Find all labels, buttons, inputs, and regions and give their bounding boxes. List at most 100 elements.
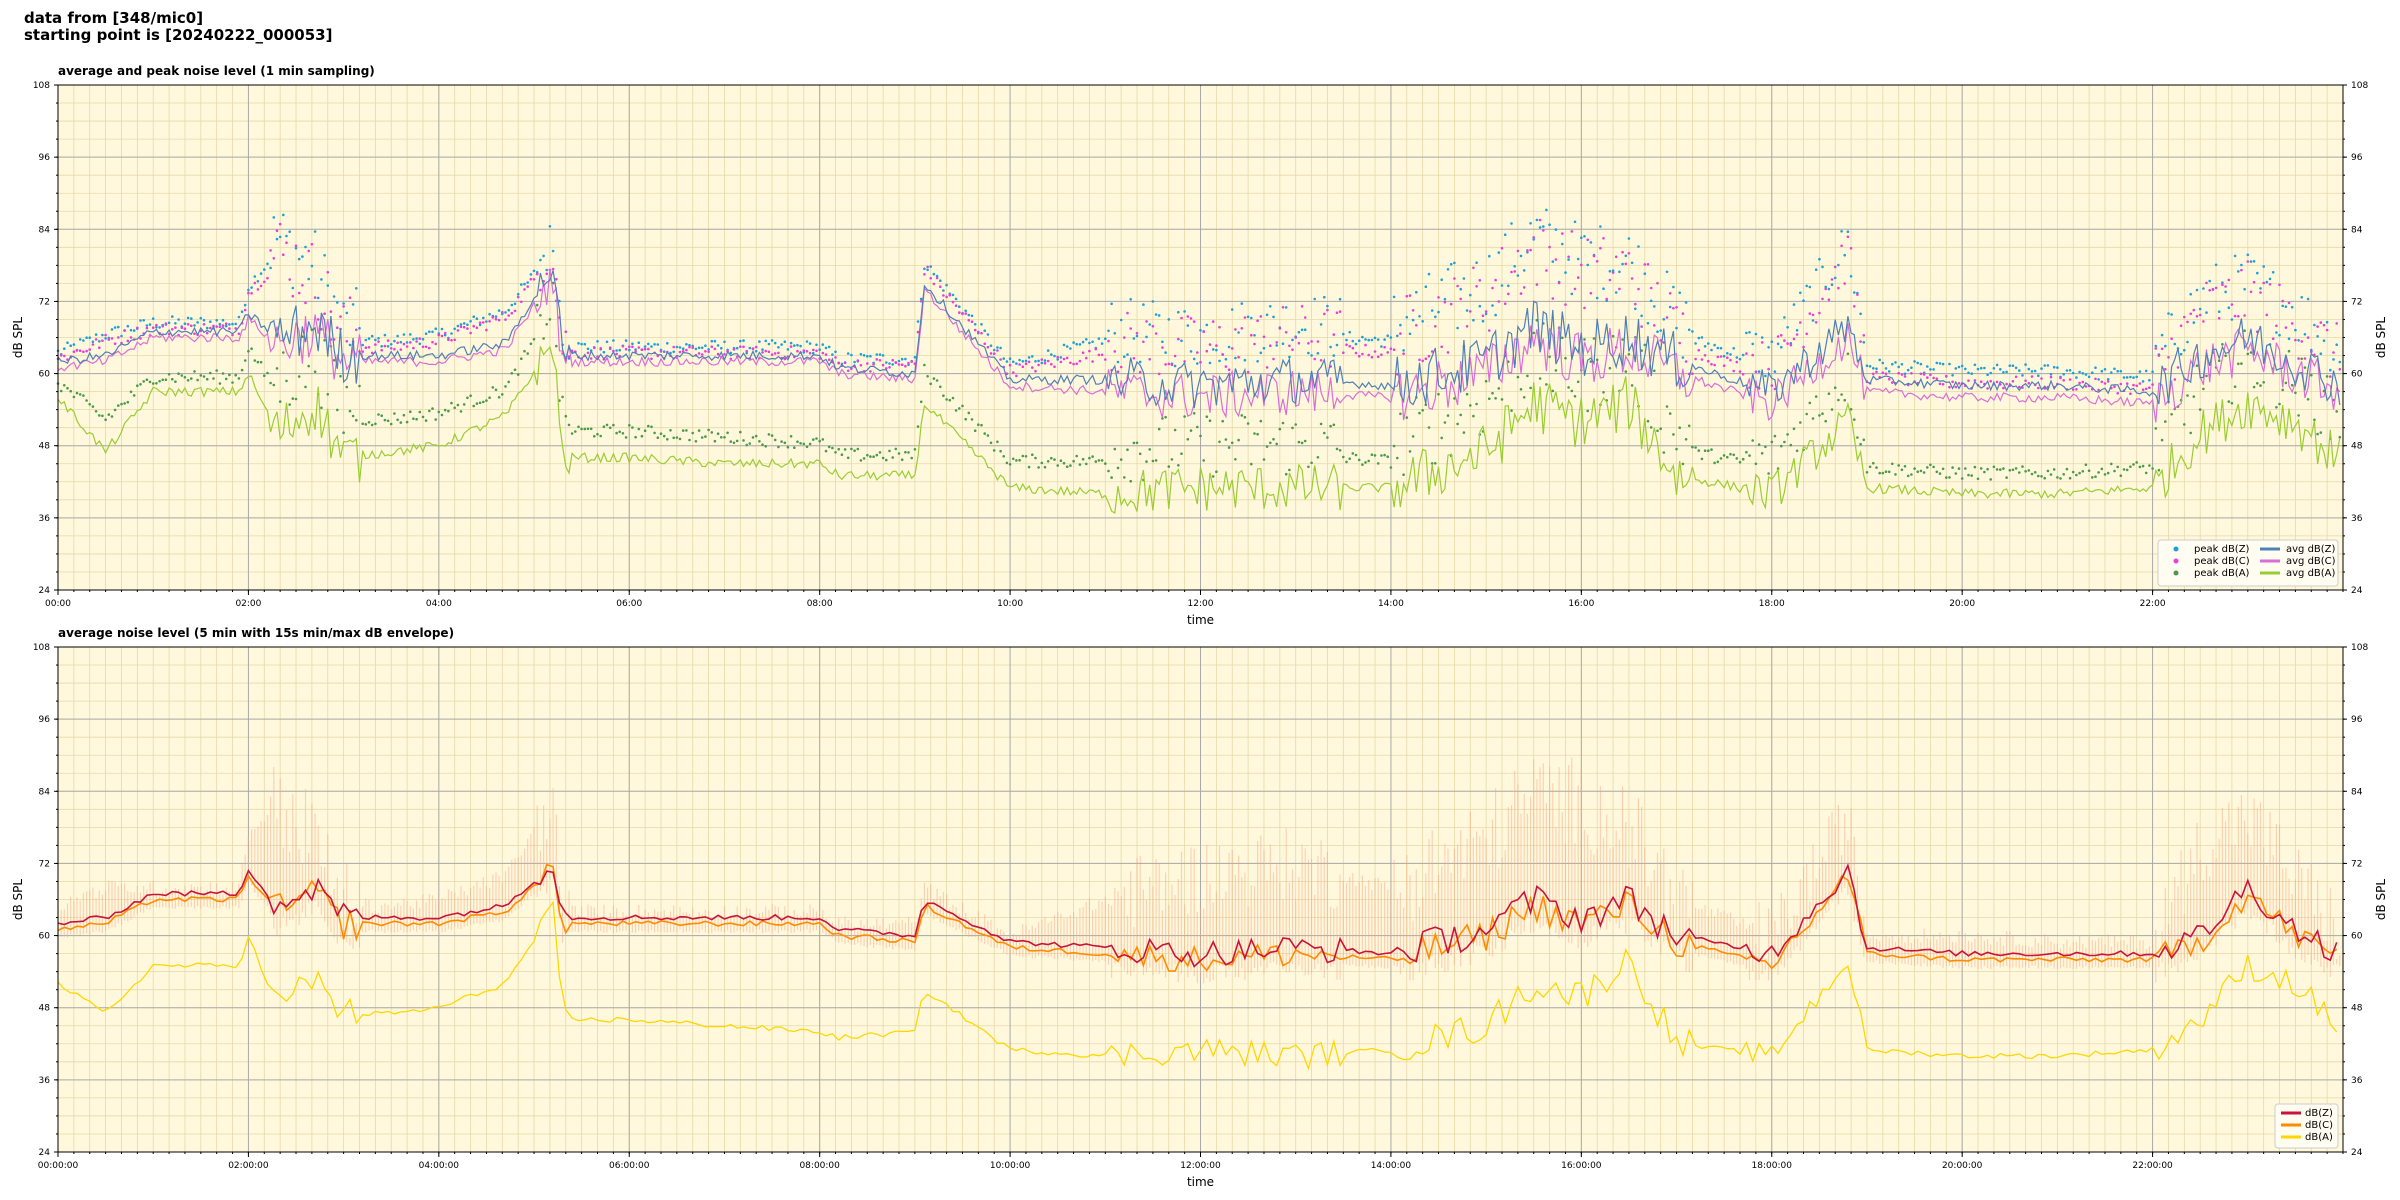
- x-tick-label: 04:00:00: [419, 1161, 460, 1171]
- peak-z-dot: [1754, 332, 1758, 336]
- peak-z-dot: [789, 341, 793, 345]
- peak-c-dot: [488, 320, 491, 323]
- peak-z-dot: [875, 353, 879, 356]
- peak-z-dot: [1757, 370, 1761, 373]
- peak-z-dot: [234, 322, 237, 326]
- peak-a-dot: [926, 375, 929, 378]
- peak-z-dot: [243, 303, 247, 307]
- peak-z-dot: [418, 342, 422, 346]
- peak-a-dot: [1081, 457, 1085, 461]
- peak-c-dot: [1449, 302, 1453, 306]
- peak-z-dot: [469, 320, 472, 323]
- peak-z-dot: [2271, 271, 2275, 274]
- peak-a-dot: [1846, 352, 1850, 356]
- peak-a-dot: [1814, 395, 1818, 398]
- peak-a-dot: [1760, 452, 1764, 455]
- peak-a-dot: [583, 427, 587, 431]
- peak-z-dot: [1119, 318, 1123, 322]
- peak-z-dot: [2056, 366, 2059, 369]
- peak-c-dot: [1833, 265, 1837, 269]
- peak-a-dot: [1716, 460, 1720, 464]
- peak-c-dot: [1234, 328, 1237, 331]
- peak-a-dot: [939, 385, 942, 389]
- peak-z-dot: [647, 342, 650, 346]
- peak-z-dot: [1554, 228, 1558, 231]
- peak-a-dot: [215, 369, 218, 372]
- peak-a-dot: [710, 431, 714, 434]
- peak-c-dot: [1935, 377, 1939, 381]
- peak-c-dot: [409, 341, 412, 344]
- peak-c-dot: [1630, 277, 1634, 280]
- peak-z-dot: [1135, 334, 1139, 338]
- peak-a-dot: [2259, 384, 2262, 387]
- peak-z-dot: [367, 337, 371, 340]
- peak-c-dot: [2189, 312, 2192, 316]
- peak-a-dot: [1421, 409, 1424, 412]
- peak-a-dot: [539, 314, 542, 317]
- peak-c-dot: [1405, 294, 1409, 298]
- peak-a-dot: [818, 439, 821, 443]
- peak-c-dot: [1684, 360, 1688, 363]
- peak-z-dot: [1786, 326, 1789, 329]
- peak-a-dot: [2256, 382, 2259, 385]
- peak-c-dot: [396, 341, 399, 345]
- peak-a-dot: [735, 439, 739, 443]
- peak-a-dot: [1754, 462, 1758, 466]
- peak-z-dot: [618, 348, 621, 352]
- peak-a-dot: [380, 414, 384, 418]
- peak-a-dot: [1256, 432, 1259, 436]
- peak-c-dot: [1754, 370, 1758, 374]
- peak-c-dot: [1434, 325, 1437, 328]
- peak-a-dot: [1837, 398, 1840, 402]
- peak-c-dot: [1672, 306, 1675, 310]
- peak-a-dot: [297, 375, 301, 378]
- peak-a-dot: [1887, 470, 1891, 474]
- peak-z-dot: [1868, 365, 1872, 368]
- peak-a-dot: [653, 431, 656, 435]
- peak-z-dot: [1408, 332, 1412, 336]
- peak-z-dot: [497, 309, 501, 312]
- peak-c-dot: [2071, 388, 2075, 391]
- peak-a-dot: [1986, 467, 1989, 471]
- peak-c-dot: [190, 324, 193, 328]
- peak-a-dot: [2122, 468, 2126, 471]
- peak-z-dot: [1827, 287, 1831, 291]
- peak-z-dot: [1218, 359, 1221, 363]
- peak-a-dot: [1192, 412, 1196, 415]
- peak-a-dot: [1329, 424, 1332, 428]
- peak-z-dot: [1611, 269, 1615, 273]
- peak-z-dot: [1605, 299, 1608, 303]
- peak-a-dot: [1684, 438, 1688, 441]
- peak-a-dot: [888, 449, 891, 453]
- peak-c-dot: [986, 345, 990, 349]
- peak-z-dot: [209, 320, 212, 324]
- peak-a-dot: [66, 386, 69, 390]
- peak-a-dot: [1167, 465, 1171, 468]
- peak-c-dot: [973, 328, 977, 332]
- peak-z-dot: [345, 311, 349, 315]
- peak-c-dot: [958, 311, 961, 314]
- peak-z-dot: [2154, 344, 2158, 348]
- peak-z-dot: [2040, 367, 2043, 370]
- peak-z-dot: [631, 342, 634, 346]
- y-tick-label-right: 36: [2351, 514, 2363, 524]
- peak-a-dot: [1713, 461, 1716, 465]
- peak-c-dot: [551, 267, 555, 271]
- peak-c-dot: [1516, 249, 1520, 253]
- peak-a-dot: [1827, 392, 1831, 396]
- peak-c-dot: [367, 346, 371, 349]
- peak-z-dot: [866, 355, 869, 358]
- peak-a-dot: [1275, 442, 1278, 446]
- peak-a-dot: [110, 415, 114, 418]
- peak-a-dot: [1088, 456, 1091, 460]
- peak-c-dot: [834, 356, 837, 359]
- peak-z-dot: [1224, 357, 1228, 361]
- peak-a-dot: [618, 430, 621, 434]
- peak-a-dot: [786, 445, 790, 449]
- x-tick-label: 20:00:00: [1942, 1161, 1983, 1171]
- peak-z-dot: [628, 348, 631, 352]
- peak-z-dot: [2062, 373, 2065, 376]
- peak-c-dot: [608, 346, 612, 350]
- peak-c-dot: [640, 348, 644, 352]
- peak-a-dot: [1297, 440, 1301, 444]
